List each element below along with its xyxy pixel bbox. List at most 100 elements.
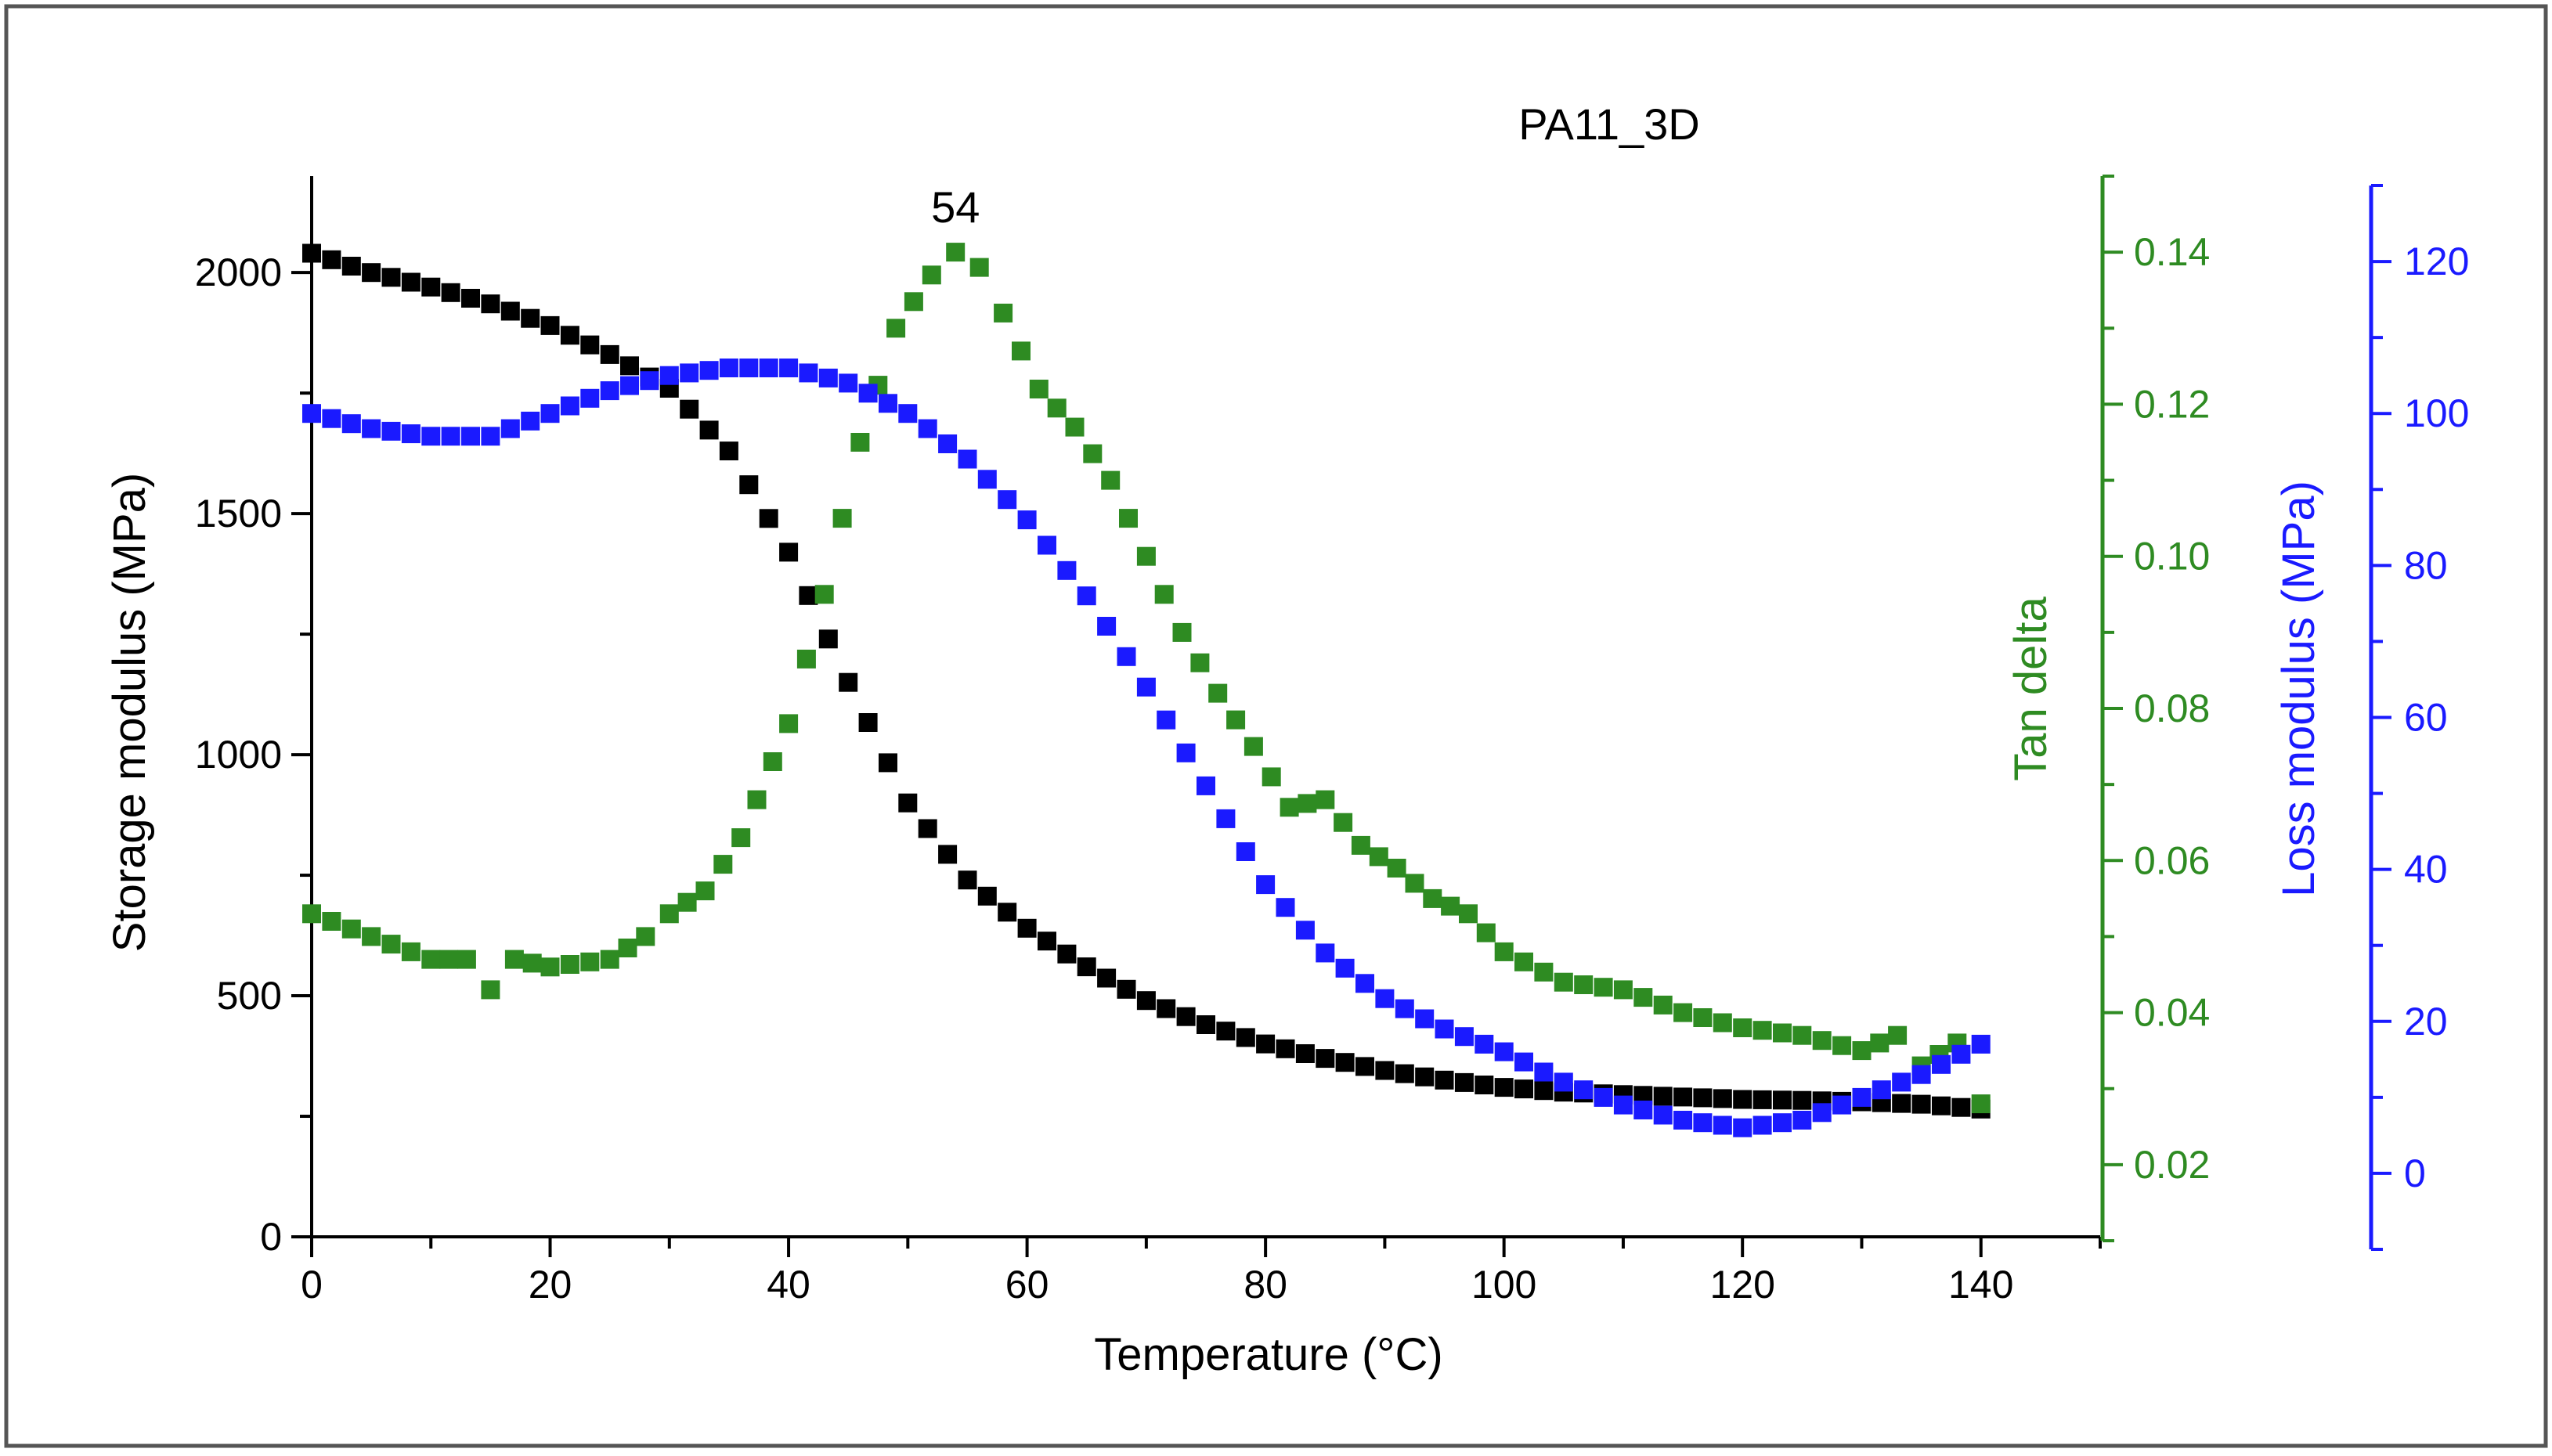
- data-point: [1335, 958, 1355, 978]
- data-point: [1494, 1042, 1514, 1061]
- data-point: [946, 243, 966, 262]
- data-point: [1395, 1064, 1414, 1083]
- data-point: [904, 292, 923, 312]
- data-point: [640, 371, 659, 391]
- data-point: [1351, 835, 1370, 855]
- data-point: [1441, 896, 1460, 916]
- data-point: [1832, 1036, 1852, 1055]
- data-point: [522, 953, 542, 973]
- storage-tick-label: 2000: [195, 250, 282, 294]
- data-point: [1773, 1023, 1792, 1043]
- data-point: [1355, 1057, 1374, 1076]
- data-point: [1335, 1053, 1355, 1072]
- data-point: [421, 950, 441, 969]
- data-point: [500, 301, 520, 321]
- data-point: [1256, 875, 1276, 895]
- data-point: [1870, 1033, 1890, 1053]
- data-point: [1065, 417, 1085, 437]
- data-point: [521, 411, 540, 431]
- data-point: [322, 409, 341, 428]
- data-point: [779, 542, 799, 562]
- data-point: [341, 257, 361, 276]
- storage-tick-label: 1000: [195, 733, 282, 777]
- series-tan-delta: [302, 243, 1991, 1114]
- data-point: [998, 490, 1017, 510]
- data-point: [918, 819, 937, 838]
- data-point: [1534, 1081, 1554, 1101]
- x-axis-label: Temperature (°C): [1094, 1329, 1442, 1380]
- data-point: [969, 258, 989, 277]
- data-point: [1208, 683, 1228, 703]
- data-point: [1971, 1094, 1991, 1114]
- data-point: [421, 427, 441, 446]
- data-point: [1226, 710, 1246, 730]
- tan-delta-tick-label: 0.02: [2134, 1143, 2210, 1187]
- data-point: [1693, 1088, 1713, 1108]
- data-point: [1653, 1105, 1673, 1125]
- data-point: [1454, 1027, 1474, 1047]
- data-point: [560, 326, 579, 345]
- data-point: [713, 855, 733, 874]
- data-point: [994, 303, 1013, 323]
- data-point: [1057, 944, 1077, 964]
- data-point: [1295, 921, 1315, 940]
- data-point: [600, 381, 619, 401]
- data-point: [1733, 1090, 1752, 1109]
- data-point: [481, 427, 500, 446]
- data-point: [1693, 1113, 1713, 1133]
- data-point: [922, 265, 941, 285]
- data-point: [1752, 1021, 1772, 1040]
- data-point: [1038, 932, 1056, 951]
- data-point: [1673, 1087, 1693, 1107]
- x-tick-label: 80: [1244, 1263, 1287, 1306]
- loss-tick-label: 0: [2404, 1151, 2426, 1195]
- data-point: [1216, 809, 1236, 828]
- data-point: [1157, 999, 1176, 1018]
- data-point: [759, 509, 778, 528]
- data-point: [521, 308, 540, 328]
- x-tick-label: 40: [767, 1263, 810, 1306]
- data-point: [719, 441, 738, 461]
- data-point: [1832, 1095, 1852, 1115]
- data-point: [620, 376, 639, 395]
- data-point: [1375, 989, 1395, 1008]
- data-point: [839, 672, 858, 692]
- data-point: [580, 335, 600, 355]
- x-tick-label: 120: [1709, 1263, 1774, 1306]
- data-point: [1117, 647, 1136, 666]
- data-point: [1633, 988, 1653, 1007]
- data-point: [938, 845, 958, 864]
- data-point: [1280, 798, 1299, 817]
- data-point: [1673, 1111, 1693, 1130]
- data-point: [659, 904, 679, 924]
- data-point: [958, 449, 977, 469]
- data-point: [1852, 1041, 1872, 1061]
- data-point: [938, 434, 958, 453]
- data-point: [540, 404, 560, 423]
- data-point: [461, 427, 480, 446]
- data-point: [381, 935, 401, 954]
- tan-delta-tick-label: 0.04: [2134, 991, 2210, 1035]
- data-point: [302, 404, 321, 423]
- data-point: [1951, 1097, 1971, 1117]
- data-point: [636, 927, 655, 946]
- storage-tick-label: 0: [260, 1215, 282, 1259]
- data-point: [1387, 859, 1406, 878]
- data-point: [1792, 1025, 1812, 1045]
- data-point: [362, 263, 381, 283]
- data-point: [1244, 737, 1263, 756]
- data-point: [1197, 776, 1215, 795]
- data-point: [1752, 1115, 1772, 1135]
- data-point: [677, 892, 697, 912]
- data-point: [401, 424, 421, 444]
- data-point: [898, 793, 918, 813]
- data-point: [1276, 898, 1295, 917]
- data-point: [560, 396, 579, 416]
- loss-tick-label: 20: [2404, 1000, 2448, 1043]
- data-point: [1176, 743, 1196, 762]
- data-point: [1792, 1090, 1812, 1110]
- data-point: [1405, 874, 1424, 893]
- data-point: [680, 399, 699, 419]
- data-point: [1752, 1090, 1772, 1109]
- data-point: [1514, 1079, 1533, 1099]
